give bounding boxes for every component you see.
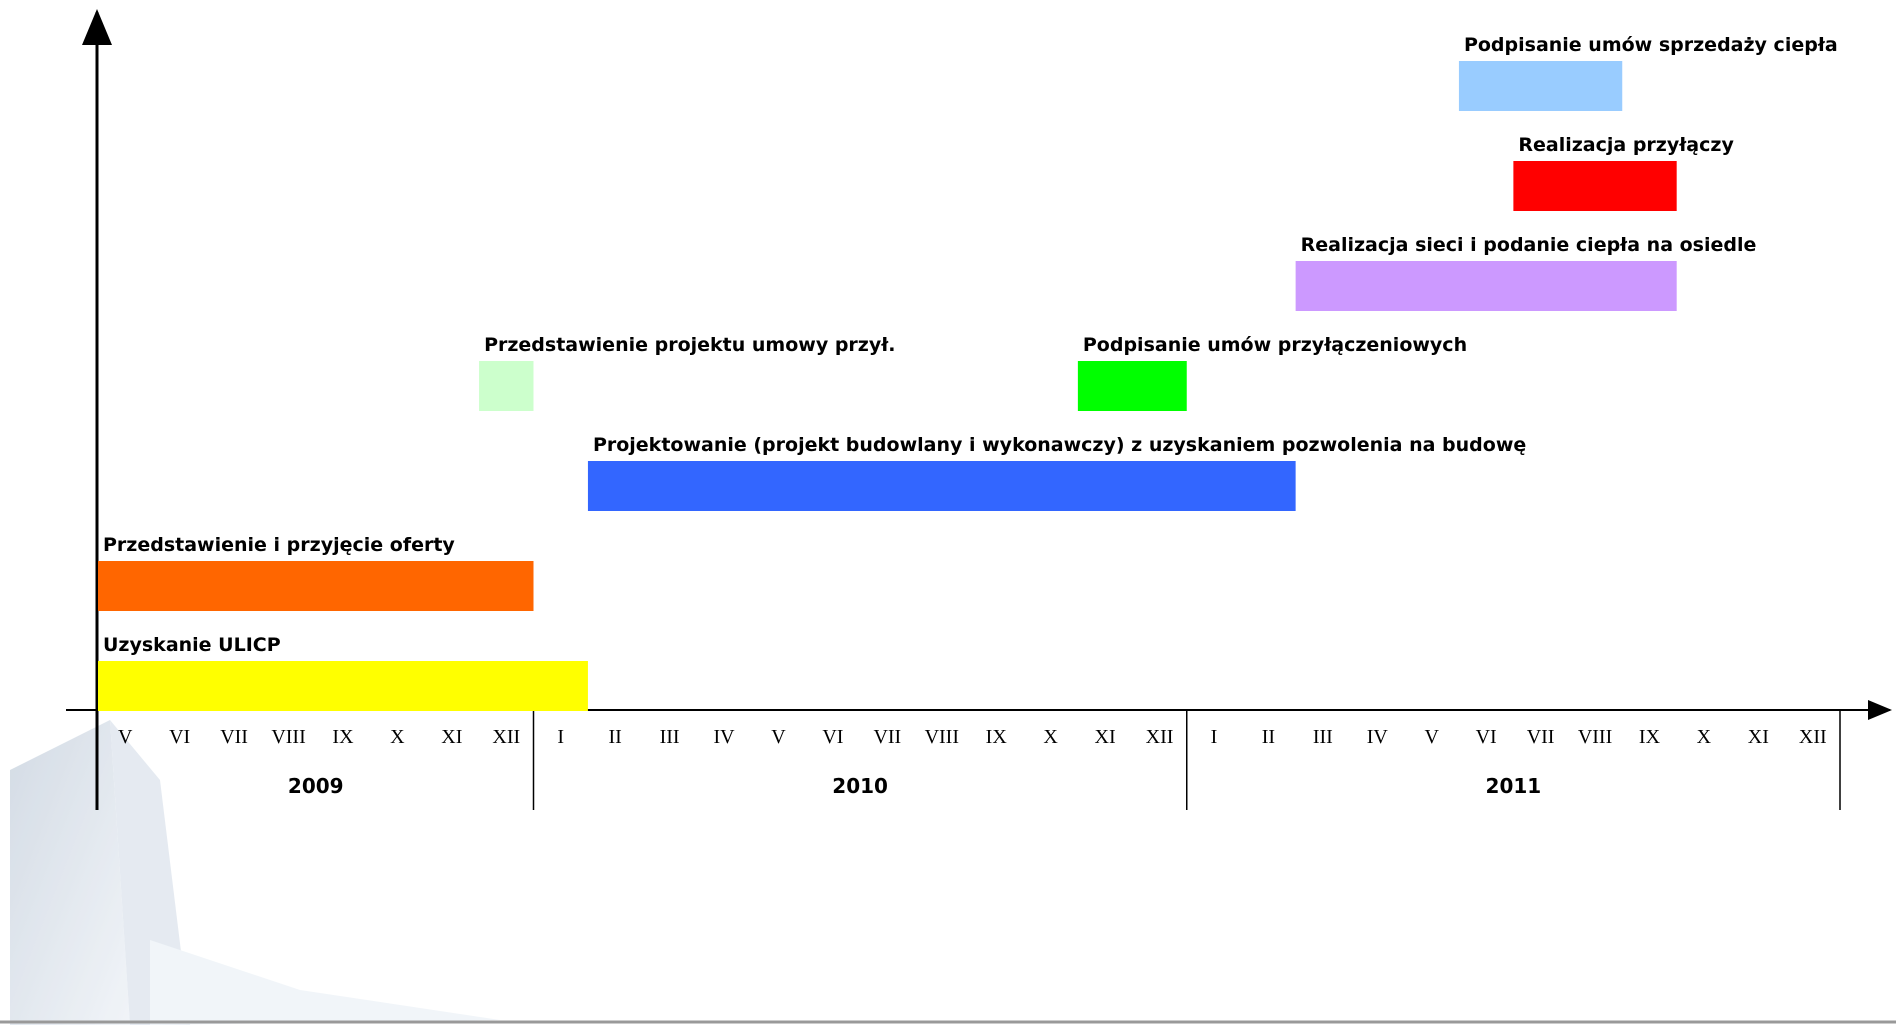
month-label: XI — [1748, 726, 1769, 748]
background-building — [10, 720, 500, 1025]
task-bar — [1077, 361, 1187, 411]
task-bar — [479, 361, 534, 411]
month-label: VI — [1476, 726, 1497, 748]
month-label: IX — [332, 726, 354, 748]
task-bar — [98, 561, 534, 611]
task-label: Realizacja przyłączy — [1518, 134, 1734, 156]
month-label: VI — [169, 726, 190, 748]
task-label: Uzyskanie ULICP — [103, 634, 281, 656]
task-bar — [1295, 261, 1677, 311]
month-label: XI — [1095, 726, 1116, 748]
month-label: III — [660, 726, 680, 748]
task-label: Podpisanie umów sprzedaży ciepła — [1464, 34, 1838, 56]
month-label: V — [1424, 726, 1439, 748]
month-label: VIII — [271, 726, 305, 748]
month-label: V — [771, 726, 786, 748]
month-label: I — [557, 726, 564, 748]
month-label: VII — [1527, 726, 1555, 748]
month-label: III — [1313, 726, 1333, 748]
month-label: I — [1211, 726, 1218, 748]
year-label: 2009 — [288, 774, 344, 798]
month-label: XII — [492, 726, 520, 748]
month-label: IX — [1639, 726, 1661, 748]
month-label: VIII — [925, 726, 959, 748]
task-label: Przedstawienie i przyjęcie oferty — [103, 534, 455, 556]
month-label: X — [1697, 726, 1712, 748]
task-bar — [1458, 61, 1623, 111]
month-label: XII — [1146, 726, 1174, 748]
task-label: Projektowanie (projekt budowlany i wykon… — [593, 434, 1526, 456]
month-label: IV — [1367, 726, 1389, 748]
task-bar — [98, 661, 588, 711]
month-label: V — [118, 726, 133, 748]
month-label: X — [390, 726, 405, 748]
month-label: II — [1262, 726, 1275, 748]
task-label: Przedstawienie projektu umowy przył. — [484, 334, 895, 356]
year-label: 2010 — [832, 774, 888, 798]
task-bar — [1513, 161, 1677, 211]
month-label: IV — [713, 726, 735, 748]
month-label: XII — [1799, 726, 1827, 748]
month-label: VI — [822, 726, 843, 748]
month-label: II — [608, 726, 621, 748]
task-label: Realizacja sieci i podanie ciepła na osi… — [1301, 234, 1757, 256]
month-label: VII — [873, 726, 901, 748]
task-label: Podpisanie umów przyłączeniowych — [1083, 334, 1467, 356]
task-bar — [587, 461, 1296, 511]
month-label: VIII — [1578, 726, 1612, 748]
month-label: IX — [986, 726, 1008, 748]
month-label: X — [1043, 726, 1058, 748]
month-label: VII — [220, 726, 248, 748]
year-label: 2011 — [1486, 774, 1542, 798]
month-label: XI — [441, 726, 462, 748]
